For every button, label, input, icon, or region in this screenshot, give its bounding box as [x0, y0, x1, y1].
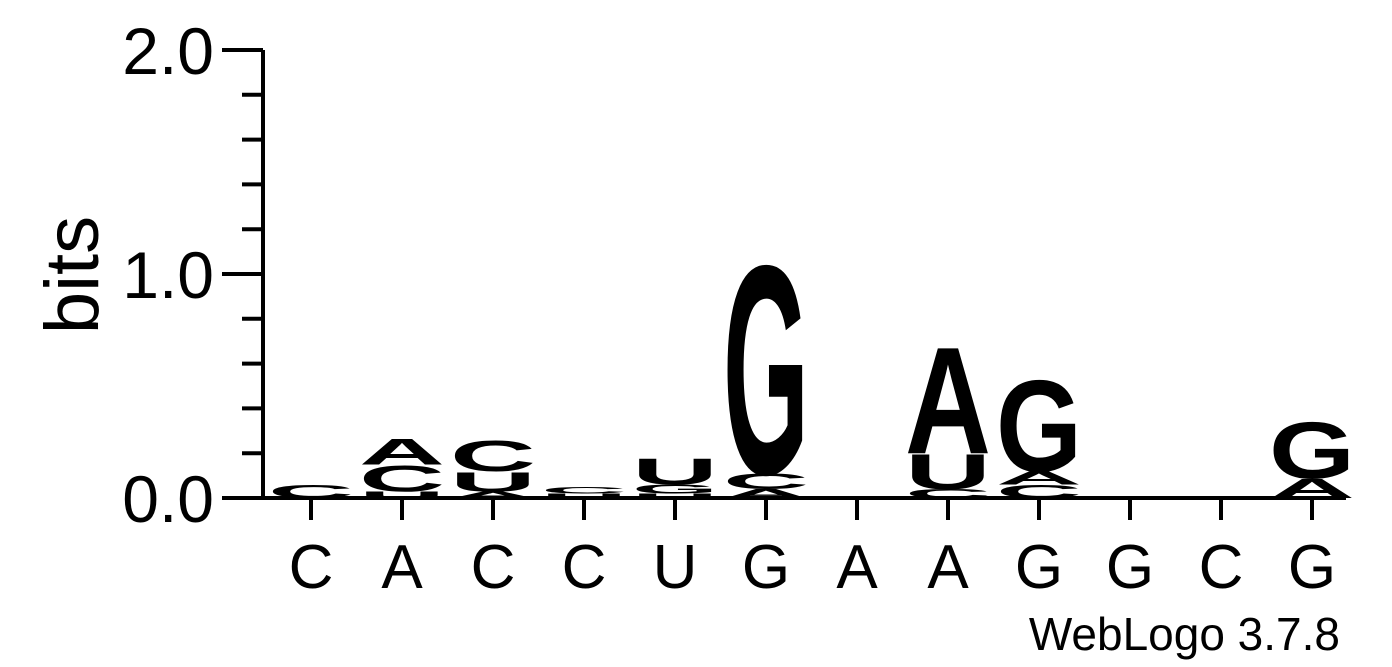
logo-letter: C	[541, 485, 627, 495]
logo-letter: G	[632, 482, 718, 496]
logo-letter: U	[632, 451, 718, 493]
logo-letter: A	[1269, 473, 1355, 504]
logo-letter: U	[541, 492, 627, 499]
logo-letter: C	[450, 432, 536, 481]
y-tick-label: 0.0	[122, 462, 214, 536]
x-tick-label: G	[742, 533, 790, 602]
logo-letter: U	[450, 466, 536, 497]
logo-letter: C	[996, 481, 1082, 502]
logo-letter: G	[723, 203, 809, 537]
logo-letter: G	[996, 352, 1082, 499]
x-tick-label: U	[653, 533, 698, 602]
x-tick-label: A	[381, 533, 423, 602]
weblogo-credit: WebLogo 3.7.8	[1029, 608, 1340, 660]
logo-letter: U	[632, 492, 718, 499]
logo-letter: A	[905, 315, 991, 486]
y-tick-label: 2.0	[122, 14, 214, 88]
x-tick-label: G	[1015, 533, 1063, 602]
x-tick-label: C	[1199, 533, 1244, 602]
x-tick-label: C	[289, 533, 334, 602]
x-tick-label: C	[562, 533, 607, 602]
y-axis: 0.0 1.0 2.0	[122, 14, 265, 536]
logo-letter: A	[996, 468, 1082, 489]
logo-letter: C	[905, 487, 991, 501]
x-tick-label: C	[471, 533, 516, 602]
x-tick-label: G	[1106, 533, 1154, 602]
logo-letter: A	[723, 487, 809, 501]
logo-letter: U	[905, 444, 991, 500]
logo-letter: G	[1269, 404, 1355, 495]
logo-letter: C	[723, 470, 809, 494]
logo-letter: A	[359, 431, 445, 473]
x-tick-label: G	[1288, 533, 1336, 602]
y-tick-label: 1.0	[122, 238, 214, 312]
logo-letter: U	[359, 490, 445, 500]
x-tick-label: A	[836, 533, 878, 602]
y-axis-label: bits	[30, 216, 115, 334]
logo-letter: A	[450, 490, 536, 500]
logo-letter: C	[359, 457, 445, 499]
logo-letter: C	[268, 481, 354, 502]
x-tick-label: A	[927, 533, 969, 602]
